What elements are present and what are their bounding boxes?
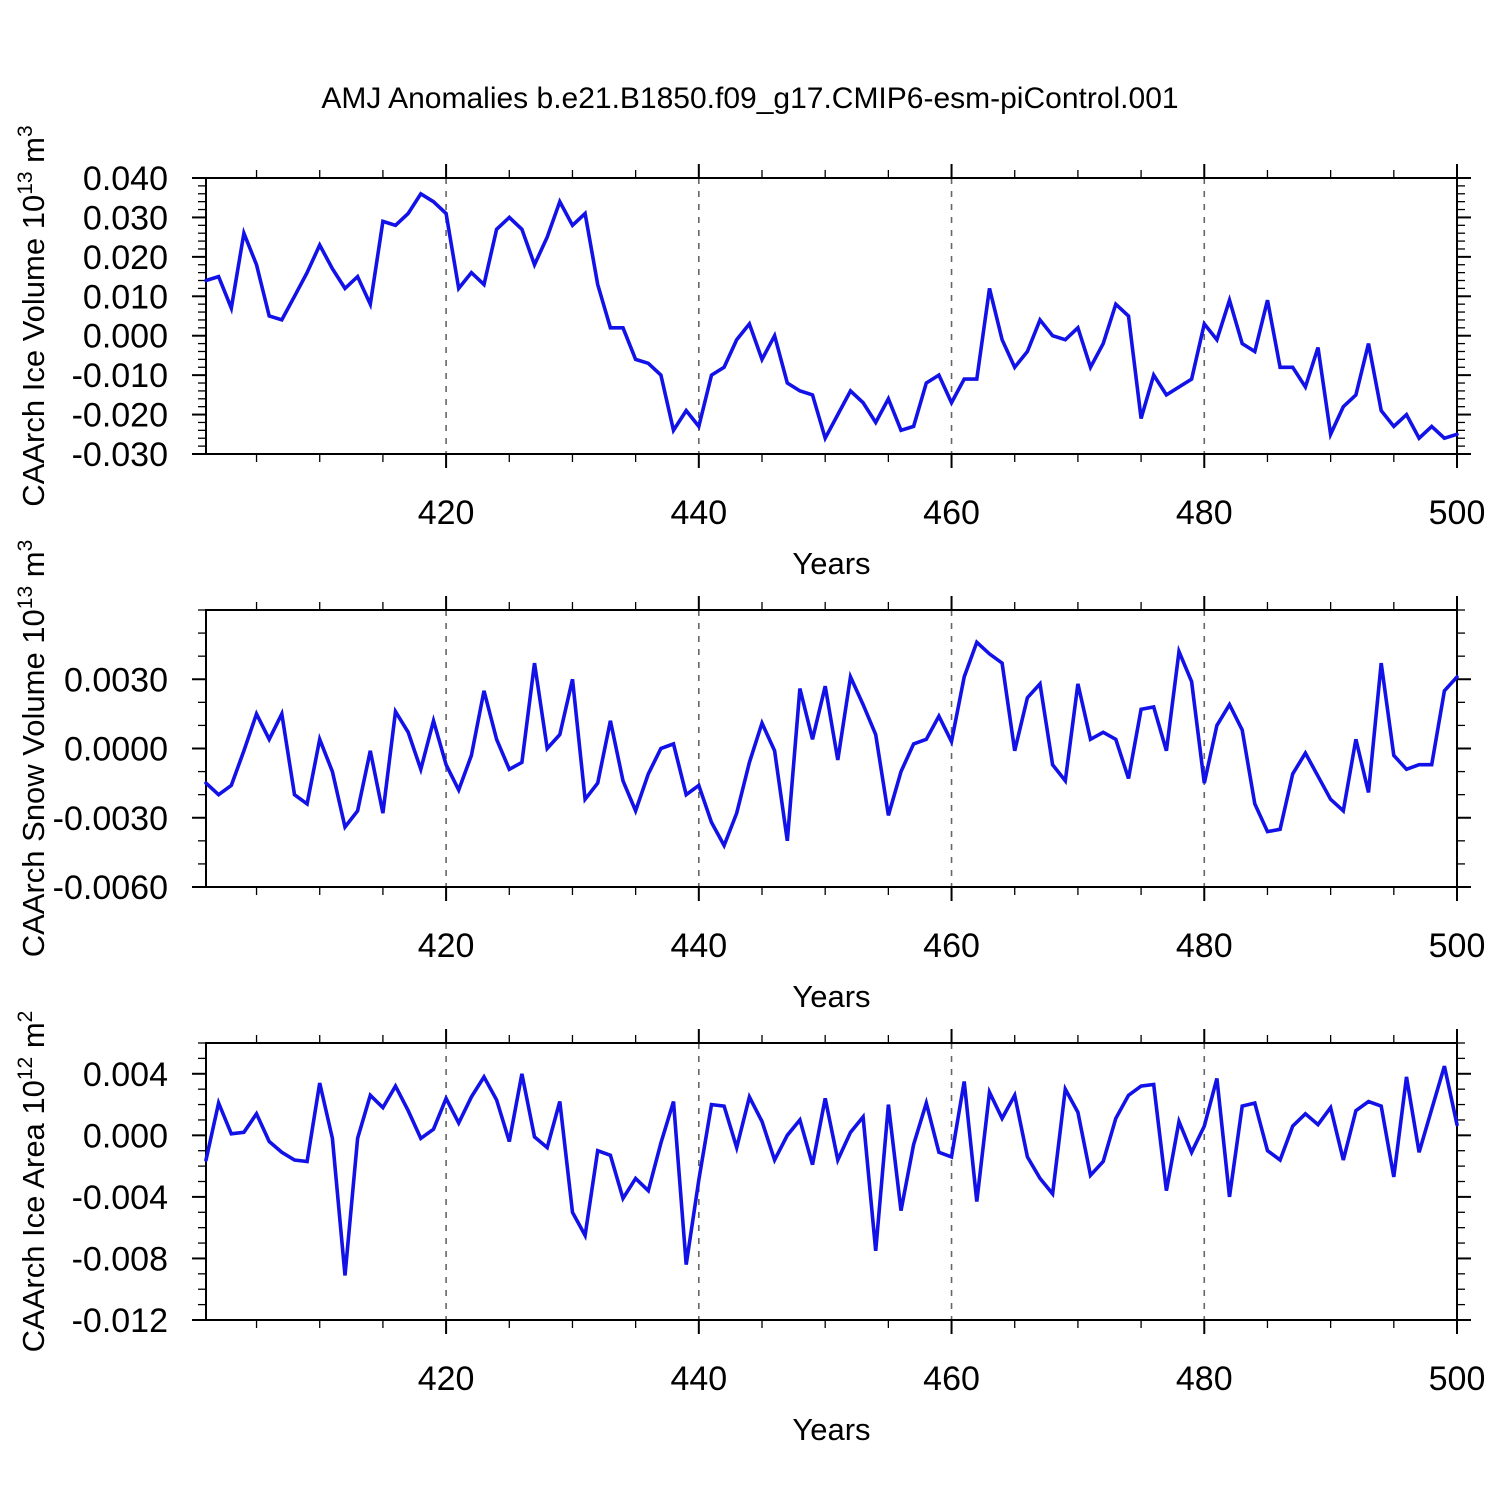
x-tick-label: 480 [1176,1360,1233,1398]
y-tick-label: 0.004 [83,1056,168,1094]
y-tick-label: 0.020 [83,239,168,277]
series-line-ice-area [204,1065,1459,1276]
x-tick-label: 460 [923,1360,980,1398]
x-tick-label: 480 [1176,494,1233,532]
panel-ice-volume: 420 440 460 480 500 0.0400.0300.0200.0100.000… [14,125,1485,532]
x-tick-label: 420 [418,494,475,532]
x-tick-label: 420 [418,1360,475,1398]
x-tick-label: 500 [1429,1360,1486,1398]
y-tick-label: 0.030 [83,199,168,237]
y-tick-label: -0.0030 [53,800,168,838]
x-tick-label: 460 [923,494,980,532]
x-axis-title-panel2: Years [792,979,871,1014]
series-line-ice-volume [204,191,1459,443]
x-tick-label: 480 [1176,927,1233,965]
y-tick-label: -0.008 [72,1240,168,1278]
plot-frame [205,177,1458,455]
x-tick-label: 440 [670,927,727,965]
x-axis-title-panel3: Years [792,1412,871,1447]
y-axis-title: CAArch Ice Volume 1013 m3 [14,125,51,506]
plot-frame [205,1042,1458,1321]
x-tick-label: 440 [670,1360,727,1398]
y-tick-label: 0.040 [83,160,168,198]
y-axis-title: CAArch Ice Area 1012 m2 [14,1011,51,1353]
y-tick-label: 0.010 [83,278,168,316]
x-tick-label: 460 [923,927,980,965]
y-tick-label: 0.000 [83,1117,168,1155]
panel-snow-volume: 420 440 460 480 500 0.0030 0.0000 -0.0030 -0.006… [14,540,1485,965]
y-tick-label: -0.030 [72,436,168,474]
y-tick-label: 0.0000 [64,731,168,769]
x-tick-label: 420 [418,927,475,965]
y-tick-label: -0.020 [72,397,168,435]
panel-ice-area: 420 440 460 480 500 0.004 0.000 -0.004 -0.008 -0.… [14,1011,1485,1398]
x-tick-label: 440 [670,494,727,532]
y-tick-label: 0.0030 [64,661,168,699]
y-axis-title: CAArch Snow Volume 1013 m3 [14,540,51,958]
series-line-snow-volume [204,639,1459,850]
chart-title: AMJ Anomalies b.e21.B1850.f09_g17.CMIP6-… [321,82,1179,115]
y-tick-label: -0.0060 [53,869,168,907]
x-tick-label: 500 [1429,927,1486,965]
x-axis-title-panel1: Years [792,546,871,581]
x-tick-label: 500 [1429,494,1486,532]
y-tick-label: -0.012 [72,1302,168,1340]
y-tick-label: -0.004 [72,1179,168,1217]
y-tick-label: -0.010 [72,357,168,395]
plot-frame [205,609,1458,888]
y-tick-label: 0.000 [83,318,168,356]
